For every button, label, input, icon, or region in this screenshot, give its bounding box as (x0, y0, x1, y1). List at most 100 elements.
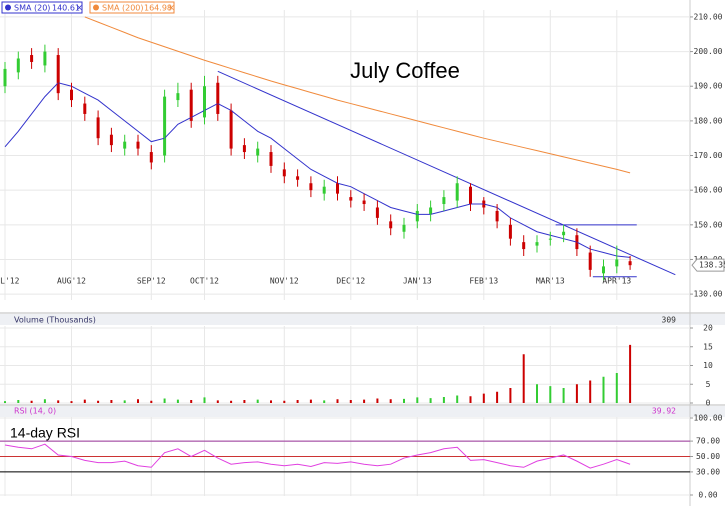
chart-title: July Coffee (350, 58, 460, 83)
volume-bar (403, 398, 405, 403)
volume-bar (43, 399, 46, 403)
volume-bar (323, 400, 326, 403)
x-tick-label: OCT'12 (190, 277, 219, 286)
volume-bar (509, 388, 512, 403)
x-tick-label: DEC'12 (336, 277, 365, 286)
pane-title: Volume (Thousands) (14, 316, 96, 325)
x-tick-label: AUG'12 (57, 277, 86, 286)
volume-bar (110, 400, 113, 403)
volume-bar (496, 391, 499, 403)
volume-bar (309, 399, 312, 403)
volume-bar (363, 399, 366, 403)
legend-close: ✕ (168, 4, 175, 13)
y-tick-label: 180.00 (694, 116, 723, 125)
y-tick-label: 200.00 (694, 47, 723, 56)
x-tick-label: APR'13 (602, 277, 631, 286)
volume-bar (456, 395, 459, 403)
sma-line (84, 16, 631, 174)
volume-bar (270, 400, 272, 403)
volume-bar (562, 388, 565, 403)
pane-title: RSI (14, 0) (14, 407, 56, 416)
legend-swatch (5, 4, 11, 11)
x-tick-label: JAN'13 (403, 277, 432, 286)
annotation: 14-day RSI (10, 425, 80, 441)
rsi-line (4, 443, 631, 469)
y-tick-label: 210.00 (694, 12, 723, 21)
legend-box (89, 1, 175, 14)
volume-bar (349, 400, 352, 403)
y-tick-label: 170.00 (694, 151, 723, 160)
x-tick-label: JUL'12 (0, 277, 20, 286)
volume-bar (522, 354, 525, 403)
volume-bar (482, 393, 485, 403)
legend-item: SMA (200) 164.98✕ (89, 1, 175, 14)
volume-bar (536, 384, 538, 403)
y-tick-label: 70.00 (696, 437, 720, 446)
volume-bar (469, 396, 472, 403)
price-tag (691, 258, 725, 272)
volume-bar (17, 400, 20, 403)
volume-bar (216, 400, 219, 403)
legend-box (1, 1, 83, 14)
legend-value: 164.98 (144, 4, 172, 13)
volume-bar (150, 400, 153, 403)
volume-bar (137, 399, 139, 403)
y-tick-label: 150.00 (694, 220, 723, 229)
volume-bar (30, 400, 33, 403)
legend-close: ✕ (76, 4, 83, 13)
volume-bar (230, 400, 233, 403)
volume-bar (549, 386, 552, 403)
volume-bar (176, 399, 179, 403)
volume-bar (575, 384, 578, 403)
x-tick-label: SEP'12 (137, 277, 166, 286)
volume-bar (376, 398, 379, 403)
volume-bar (629, 344, 632, 403)
volume-bar (256, 399, 259, 403)
volume-bar (70, 401, 73, 403)
volume-bar (442, 397, 445, 403)
x-tick-label: NOV'12 (270, 277, 299, 286)
legend-label: SMA (20) (14, 4, 50, 13)
rsi-latest: 39.92 (652, 407, 676, 416)
y-tick-label: 10 (703, 361, 713, 370)
latest-volume: 309 (662, 316, 677, 325)
trend-line (217, 70, 676, 276)
y-tick-label: 0.00 (698, 491, 717, 500)
volume-bar (123, 400, 126, 403)
volume-bar (336, 399, 339, 403)
volume-bar (429, 398, 432, 403)
volume-bar (83, 399, 86, 403)
sma-line (4, 82, 631, 258)
volume-bar (203, 397, 206, 403)
legend-swatch (93, 4, 99, 11)
y-tick-label: 100.00 (694, 414, 723, 423)
volume-bar (4, 401, 6, 403)
volume-bar (243, 400, 246, 403)
volume-bar (416, 397, 419, 403)
y-tick-label: 130.00 (694, 290, 723, 299)
legend-item: SMA (20) 140.61✕ (1, 1, 83, 14)
y-tick-label: 50.00 (696, 452, 720, 461)
legend-label: SMA (200) (102, 4, 144, 13)
volume-bar (57, 400, 60, 403)
y-tick-label: 5 (706, 380, 711, 389)
y-tick-label: 190.00 (694, 82, 723, 91)
rsi-header (0, 406, 725, 417)
legend-value: 140.61 (52, 4, 80, 13)
y-tick-label: 15 (703, 342, 713, 351)
volume-header (0, 314, 725, 325)
y-tick-label: 20 (703, 324, 713, 333)
volume-bar (589, 380, 592, 403)
volume-bar (283, 400, 286, 403)
volume-bar (296, 400, 299, 403)
volume-bar (602, 376, 605, 403)
volume-bar (190, 400, 193, 403)
y-tick-label: 30.00 (696, 467, 720, 476)
volume-bar (615, 373, 618, 403)
volume-bar (389, 399, 392, 403)
volume-bar (163, 398, 166, 403)
x-tick-label: FEB'13 (469, 277, 498, 286)
volume-bar (97, 400, 100, 403)
